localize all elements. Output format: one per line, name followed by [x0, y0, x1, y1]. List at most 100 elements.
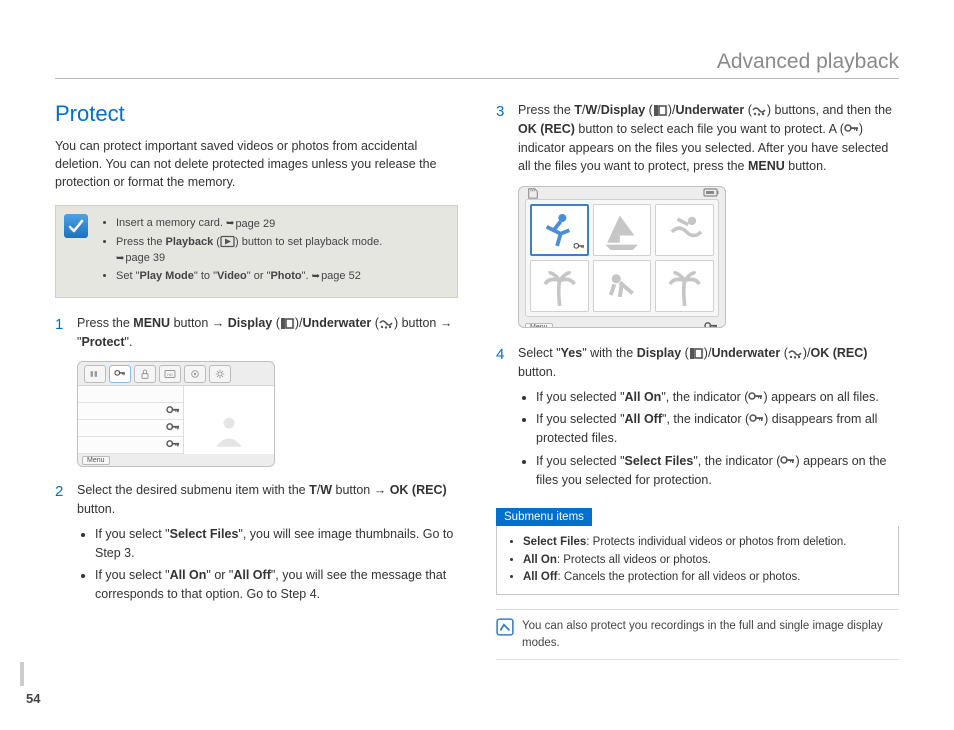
bold-text: MENU	[748, 159, 785, 173]
uw-icon	[379, 317, 394, 330]
step-bullet: If you selected "Select Files", the indi…	[536, 452, 899, 490]
bold-text: OK (REC)	[518, 122, 575, 136]
disp-icon	[689, 347, 704, 360]
menu-label: Menu	[82, 456, 110, 465]
step-body: Press the T/W/Display ()/Underwater () b…	[518, 101, 899, 176]
bold-text: Display	[601, 103, 645, 117]
tab-icon	[184, 365, 206, 383]
side-tab	[20, 662, 24, 686]
list-row	[78, 437, 183, 454]
bold-text: Select Files	[170, 527, 239, 541]
step: 1 Press the MENU button → Display ()/Und…	[55, 314, 458, 352]
tip-text: Press the	[116, 236, 166, 248]
step-number: 4	[496, 344, 510, 493]
section-title: Protect	[55, 101, 458, 127]
bold-text: MENU	[133, 316, 170, 330]
bold-text: Underwater	[711, 346, 780, 360]
bold-text: T	[309, 483, 317, 497]
note-text: You can also protect you recordings in t…	[522, 618, 899, 651]
bold-text: Display	[228, 316, 272, 330]
tip-item: Insert a memory card. ➥page 29	[116, 216, 447, 232]
list-row	[78, 420, 183, 437]
battery-icon	[703, 187, 719, 199]
page-ref: ➥page 52	[312, 269, 361, 285]
intro-text: You can protect important saved videos o…	[55, 137, 458, 191]
thumbnail	[593, 260, 652, 312]
submenu-item: Select Files: Protects individual videos…	[523, 534, 888, 551]
preview-pane	[184, 386, 274, 454]
disp-icon	[280, 317, 295, 330]
bold-text: Display	[637, 346, 681, 360]
page-ref: ➥page 29	[226, 217, 275, 233]
submenu-header: Submenu items	[496, 508, 592, 526]
tip-list: Insert a memory card. ➥page 29 Press the…	[102, 216, 447, 285]
tab-icon	[209, 365, 231, 383]
key-icon	[780, 455, 795, 468]
chapter-title: Advanced playback	[55, 50, 899, 79]
key-icon	[748, 391, 763, 404]
playback-icon	[220, 235, 235, 248]
bold-text: W	[585, 103, 597, 117]
step-bullet: If you select "Select Files", you will s…	[95, 525, 458, 563]
submenu-section: Submenu items Select Files: Protects ind…	[496, 507, 899, 595]
bold-text: OK (REC)	[390, 483, 447, 497]
step-bullet: If you select "All On" or "All Off", you…	[95, 566, 458, 604]
columns: Protect You can protect important saved …	[55, 101, 899, 660]
page: Advanced playback Protect You can protec…	[0, 0, 954, 730]
thumbnail	[655, 204, 714, 256]
thumbnail	[593, 204, 652, 256]
disp-icon	[653, 104, 668, 117]
note-box: You can also protect you recordings in t…	[496, 609, 899, 660]
tab-icon	[84, 365, 106, 383]
page-ref: ➥page 39	[116, 251, 165, 267]
uw-icon	[788, 347, 803, 360]
step: 4 Select "Yes" with the Display ()/Under…	[496, 344, 899, 493]
check-icon	[64, 214, 88, 238]
bold-text: All Off	[233, 568, 271, 582]
key-icon	[703, 321, 719, 328]
tab-icon	[159, 365, 181, 383]
step: 2 Select the desired submenu item with t…	[55, 481, 458, 608]
step-bullet: If you selected "All Off", the indicator…	[536, 410, 899, 448]
key-icon	[749, 413, 764, 426]
bold-text: Protect	[81, 335, 124, 349]
screenshot-thumbnails: Menu	[518, 186, 726, 328]
step-body: Press the MENU button → Display ()/Under…	[77, 314, 458, 352]
step-bullet: If you selected "All On", the indicator …	[536, 388, 899, 407]
step: 3 Press the T/W/Display ()/Underwater ()…	[496, 101, 899, 176]
menu-label: Menu	[525, 323, 553, 328]
bold-text: Select Files	[625, 454, 694, 468]
note-icon	[496, 618, 514, 636]
uw-icon	[752, 104, 767, 117]
bold-text: Yes	[561, 346, 583, 360]
screenshot-menu: Menu	[77, 361, 275, 467]
sd-icon	[525, 187, 541, 199]
tab-icon	[109, 365, 131, 383]
submenu-item: All On: Protects all videos or photos.	[523, 552, 888, 569]
bold-text: T	[574, 103, 582, 117]
right-column: 3 Press the T/W/Display ()/Underwater ()…	[496, 101, 899, 660]
tab-icon	[134, 365, 156, 383]
key-icon	[844, 123, 859, 136]
list-row	[78, 386, 183, 403]
tip-text: Insert a memory card.	[116, 217, 226, 229]
list-row	[78, 403, 183, 420]
bold-text: Underwater	[303, 316, 372, 330]
bold-text: W	[320, 483, 332, 497]
bold-text: All On	[170, 568, 207, 582]
bold-text: All On	[625, 390, 662, 404]
thumbnail	[530, 260, 589, 312]
step-number: 2	[55, 481, 69, 608]
thumbnail	[655, 260, 714, 312]
submenu-item: All Off: Cancels the protection for all …	[523, 569, 888, 586]
tip-item: Set "Play Mode" to "Video" or "Photo". ➥…	[116, 269, 447, 285]
bold-text: OK (REC)	[811, 346, 868, 360]
bold-text: Underwater	[675, 103, 744, 117]
step-body: Select "Yes" with the Display ()/Underwa…	[518, 344, 899, 493]
left-column: Protect You can protect important saved …	[55, 101, 458, 660]
submenu-box: Select Files: Protects individual videos…	[496, 526, 899, 595]
step-number: 3	[496, 101, 510, 176]
tip-bold: Playback	[166, 236, 214, 248]
tip-box: Insert a memory card. ➥page 29 Press the…	[55, 205, 458, 298]
bold-text: All Off	[625, 412, 663, 426]
